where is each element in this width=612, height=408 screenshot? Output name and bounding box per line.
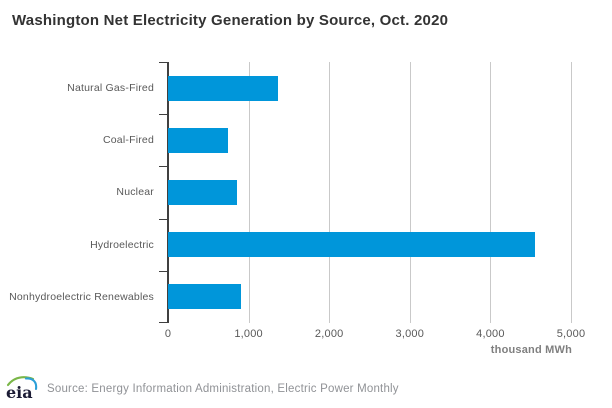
- gridline: [329, 62, 331, 323]
- x-tick-label: 4,000: [476, 328, 505, 340]
- gridline: [490, 62, 492, 323]
- gridline: [248, 62, 250, 323]
- bar: [168, 284, 241, 310]
- axis-tick: [159, 270, 168, 272]
- x-axis-unit-label: thousand MWh: [490, 344, 572, 356]
- x-tick-label: 3,000: [395, 328, 425, 340]
- bar: [168, 75, 279, 101]
- svg-text:eia: eia: [6, 383, 33, 402]
- source-text: Source: Energy Information Administratio…: [47, 382, 399, 395]
- eia-logo: eia: [6, 376, 38, 402]
- category-label: Nonhydroelectric Renewables: [9, 290, 154, 303]
- gridline: [571, 62, 572, 323]
- axis-tick: [159, 62, 168, 63]
- chart-title: Washington Net Electricity Generation by…: [12, 12, 449, 29]
- gridline: [409, 62, 411, 323]
- x-tick-label: 2,000: [314, 328, 344, 340]
- axis-tick: [159, 218, 168, 220]
- x-tick-labels: 0 1,000 2,000 3,000 4,000 5,000: [164, 328, 585, 342]
- category-labels: Natural Gas-Fired Coal-Fired Nuclear Hydroe…: [0, 62, 161, 323]
- plot-area: [159, 62, 572, 323]
- x-tick-label: 5,000: [556, 328, 586, 340]
- x-tick-label: 0: [164, 328, 172, 340]
- axis-tick: [159, 114, 168, 116]
- footer: eia Source: Energy Information Administr…: [6, 375, 399, 402]
- axis-tick: [159, 166, 168, 168]
- bar: [168, 180, 238, 205]
- axis-tick: [159, 322, 168, 323]
- category-label: Coal-Fired: [102, 134, 154, 147]
- bar: [168, 127, 228, 153]
- x-tick-label: 1,000: [234, 328, 263, 340]
- category-label: Hydroelectric: [90, 238, 154, 251]
- category-label: Nuclear: [116, 186, 154, 199]
- category-label: Natural Gas-Fired: [67, 82, 154, 95]
- bar: [168, 232, 535, 258]
